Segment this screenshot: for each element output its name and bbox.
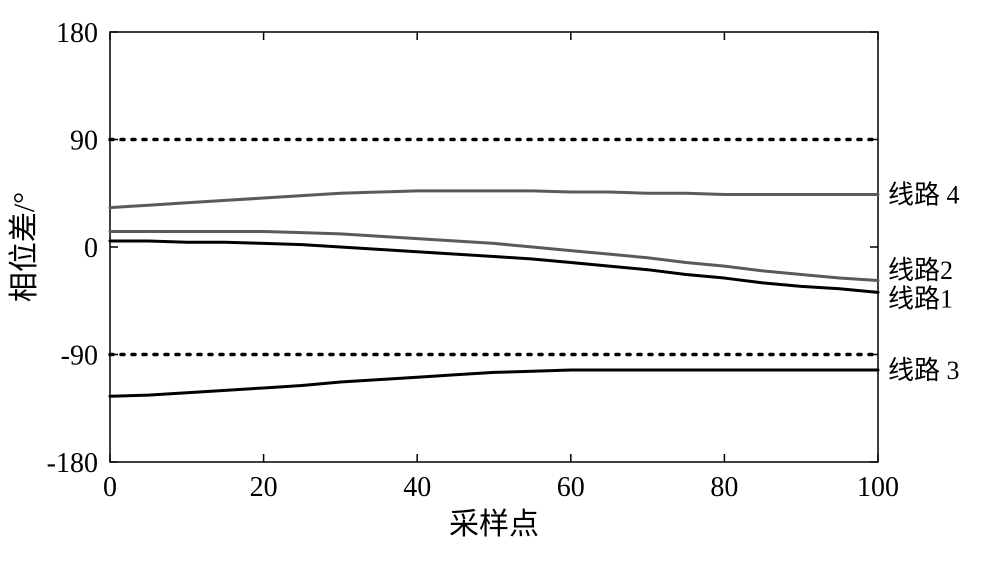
x-tick-label: 60 <box>557 472 585 503</box>
y-axis-label: 相位差/° <box>8 192 41 302</box>
chart-bg <box>0 0 1000 572</box>
y-tick-label: 0 <box>84 233 98 264</box>
x-tick-label: 0 <box>103 472 117 503</box>
phase-difference-chart: 0 20 40 60 80 100 -180 -90 0 90 180 采样点 相位差/° 线路1线路2 线… <box>0 0 1000 572</box>
series-label-线路1: 线路1 <box>888 284 953 313</box>
x-tick-label: 80 <box>710 472 738 503</box>
x-tick-label: 20 <box>250 472 278 503</box>
x-tick-label: 100 <box>857 472 899 503</box>
series-label-线路4: 线路 4 <box>888 181 960 210</box>
x-axis-label: 采样点 <box>449 508 539 541</box>
series-label-线路2: 线路2 <box>888 256 953 285</box>
y-tick-label: -180 <box>47 448 98 479</box>
series-label-线路3: 线路 3 <box>888 356 960 385</box>
y-tick-label: -90 <box>61 340 98 371</box>
y-tick-label: 180 <box>56 18 98 49</box>
y-tick-label: 90 <box>70 125 98 156</box>
x-tick-label: 40 <box>403 472 431 503</box>
